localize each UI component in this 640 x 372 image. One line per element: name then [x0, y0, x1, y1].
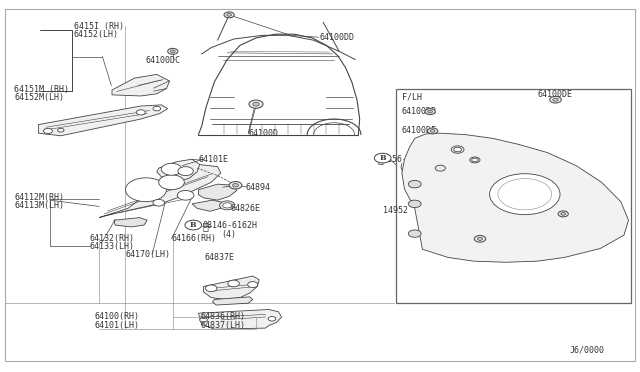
Polygon shape	[38, 105, 168, 136]
Text: 64100DF: 64100DF	[402, 126, 437, 135]
Circle shape	[233, 184, 238, 187]
Polygon shape	[212, 297, 253, 305]
Circle shape	[159, 175, 184, 190]
Circle shape	[228, 280, 239, 287]
Polygon shape	[114, 218, 147, 227]
Text: 64837(LH): 64837(LH)	[200, 321, 245, 330]
Circle shape	[472, 158, 478, 162]
Circle shape	[553, 98, 558, 101]
Text: (3): (3)	[398, 163, 413, 172]
Text: 08156-6162F: 08156-6162F	[378, 155, 433, 164]
Circle shape	[408, 200, 421, 208]
Circle shape	[58, 128, 64, 132]
Polygon shape	[198, 310, 282, 329]
Text: 64100D: 64100D	[248, 129, 278, 138]
Text: 64837E: 64837E	[205, 253, 235, 262]
Circle shape	[153, 199, 164, 206]
Text: 64100DC: 64100DC	[146, 56, 181, 65]
Text: 64152M(LH): 64152M(LH)	[14, 93, 64, 102]
Circle shape	[170, 50, 175, 53]
Circle shape	[561, 212, 566, 215]
Text: 64100(RH): 64100(RH)	[95, 312, 140, 321]
Circle shape	[224, 12, 234, 18]
Text: Ⓑ: Ⓑ	[202, 221, 208, 231]
Circle shape	[425, 109, 435, 115]
Text: 64152(LH): 64152(LH)	[74, 30, 118, 39]
Circle shape	[205, 285, 217, 292]
Text: 6415I (RH): 6415I (RH)	[74, 22, 124, 31]
Circle shape	[490, 174, 560, 215]
Polygon shape	[112, 74, 170, 96]
Circle shape	[177, 190, 194, 200]
Circle shape	[268, 317, 276, 321]
Text: 64100DE: 64100DE	[538, 90, 573, 99]
Circle shape	[136, 110, 145, 115]
Text: 64100DB: 64100DB	[402, 107, 437, 116]
Text: 64132(RH): 64132(RH)	[90, 234, 134, 243]
Circle shape	[178, 167, 193, 176]
Circle shape	[220, 201, 235, 210]
Polygon shape	[192, 200, 223, 211]
Circle shape	[470, 157, 480, 163]
Circle shape	[253, 102, 259, 106]
Text: 64101E: 64101E	[198, 155, 228, 164]
Text: 08146-6162H: 08146-6162H	[202, 221, 257, 230]
Circle shape	[428, 128, 438, 134]
Text: F/LH: F/LH	[402, 93, 422, 102]
Bar	[396, 89, 631, 303]
Polygon shape	[157, 159, 200, 182]
Text: 64100DD: 64100DD	[320, 33, 355, 42]
Circle shape	[153, 106, 161, 111]
Polygon shape	[99, 164, 221, 218]
Circle shape	[125, 178, 166, 202]
Circle shape	[161, 163, 182, 175]
Text: 64100D: 64100D	[525, 219, 555, 228]
Text: 64100DC: 64100DC	[452, 248, 487, 257]
Text: 64166(RH): 64166(RH)	[172, 234, 216, 243]
Text: 14952: 14952	[383, 206, 408, 215]
Circle shape	[249, 100, 263, 108]
Circle shape	[498, 179, 552, 210]
Text: 64826E: 64826E	[230, 204, 260, 213]
Text: 64170(LH): 64170(LH)	[125, 250, 170, 259]
Polygon shape	[198, 184, 237, 200]
Circle shape	[185, 220, 202, 230]
Circle shape	[550, 96, 561, 103]
Circle shape	[223, 203, 232, 208]
Circle shape	[454, 147, 461, 152]
Circle shape	[477, 237, 483, 240]
Circle shape	[430, 129, 435, 132]
Circle shape	[428, 110, 433, 113]
Text: 64133(LH): 64133(LH)	[90, 242, 134, 251]
Text: B: B	[190, 221, 196, 229]
Polygon shape	[402, 133, 628, 262]
Circle shape	[474, 235, 486, 242]
Circle shape	[558, 211, 568, 217]
Circle shape	[227, 13, 232, 16]
Circle shape	[229, 182, 242, 189]
Text: 64151M (RH): 64151M (RH)	[14, 85, 69, 94]
Circle shape	[374, 153, 391, 163]
Text: 64894: 64894	[246, 183, 271, 192]
Text: J6/0000: J6/0000	[570, 345, 605, 354]
Text: (4): (4)	[221, 230, 236, 239]
Circle shape	[435, 165, 445, 171]
Text: 64112M(RH): 64112M(RH)	[14, 193, 64, 202]
Circle shape	[44, 128, 52, 134]
Text: 64113M(LH): 64113M(LH)	[14, 201, 64, 210]
Circle shape	[451, 146, 464, 153]
Circle shape	[200, 318, 207, 322]
Text: B: B	[380, 154, 386, 162]
Circle shape	[168, 48, 178, 54]
Circle shape	[248, 282, 258, 288]
Circle shape	[408, 180, 421, 188]
Text: 64100DB: 64100DB	[544, 178, 579, 187]
Circle shape	[408, 230, 421, 237]
Polygon shape	[204, 276, 259, 299]
Text: Ⓑ: Ⓑ	[378, 154, 383, 164]
Text: 64836(RH): 64836(RH)	[200, 312, 245, 321]
Text: 64101(LH): 64101(LH)	[95, 321, 140, 330]
